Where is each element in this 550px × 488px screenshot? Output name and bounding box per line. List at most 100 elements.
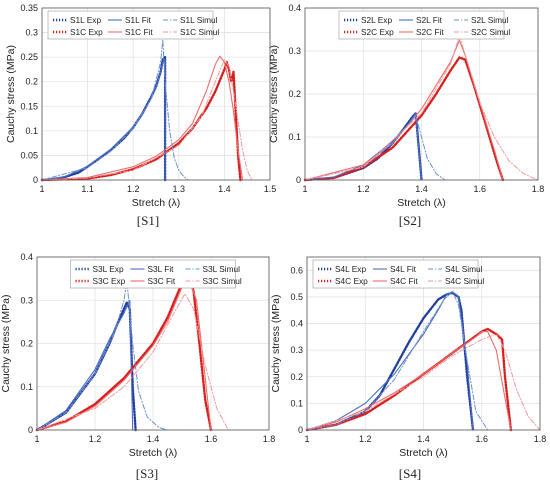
y-tick-label: 0.3 (288, 46, 301, 56)
x-tick-label: 1.4 (415, 184, 428, 194)
axes-frame (306, 256, 541, 431)
y-tick-label: 0.1 (290, 398, 303, 408)
x-axis-label: Stretch (λ) (132, 197, 180, 209)
legend-label: S4C Fit (390, 276, 418, 286)
y-tick-label: 0.5 (290, 292, 303, 302)
x-axis-label: Stretch (λ) (397, 197, 445, 209)
series-line-s2c-exp (303, 56, 505, 182)
series-line-s4l-simul (306, 291, 489, 431)
legend: S4L Exp S4L Fit S4L Simul S4C Exp S4C Fit S4C… (312, 259, 484, 289)
legend-label: S3C Exp (93, 276, 126, 286)
axes-frame (304, 7, 539, 181)
x-tick-label: 1 (34, 434, 39, 444)
legend-label: S4C Simul (445, 276, 484, 286)
y-tick-label: 0 (28, 425, 33, 435)
y-tick-label: 0.3 (290, 345, 303, 355)
y-tick-label: 0.3 (25, 28, 38, 38)
x-tick-label: 1 (302, 184, 307, 194)
y-tick-label: 0.25 (20, 52, 38, 62)
series-line-s1c-exp (40, 60, 242, 182)
legend-label: S1C Simul (180, 27, 219, 37)
legend-label: S3L Fit (148, 264, 175, 274)
y-tick-label: 0.4 (20, 252, 33, 262)
panel-caption: [S3] (136, 466, 158, 481)
legend-label: S2C Exp (361, 27, 394, 37)
x-tick-label: 1.4 (147, 434, 160, 444)
y-axis-label: Cauchy stress (MPa) (5, 45, 17, 143)
legend-label: S2L Exp (361, 15, 392, 25)
y-tick-label: 0.2 (290, 372, 303, 382)
y-tick-label: 0.05 (20, 150, 38, 160)
panel-s3: 1 1.2 1.4 1.6 1.8 0 0.1 0.2 0.3 0.4 Stretch (λ) Cau… (0, 252, 275, 481)
legend-box (47, 10, 214, 40)
legend-label: S4L Simul (445, 264, 483, 274)
legend-label: S2L Simul (471, 15, 509, 25)
legend-label: S1C Fit (125, 27, 153, 37)
x-tick-label: 1.2 (127, 184, 140, 194)
y-tick-label: 0.3 (20, 295, 33, 305)
panel-caption: [S1] (137, 213, 159, 228)
legend-label: S1L Simul (180, 15, 218, 25)
y-tick-label: 0.4 (288, 3, 301, 13)
y-axis-label: Cauchy stress (MPa) (268, 45, 280, 143)
legend-label: S4L Fit (390, 264, 417, 274)
y-tick-label: 0.15 (20, 101, 38, 111)
legend-label: S4L Exp (335, 264, 366, 274)
x-tick-label: 1.8 (532, 184, 545, 194)
legend-label: S1L Exp (70, 15, 101, 25)
y-tick-label: 0.2 (20, 339, 33, 349)
legend-label: S3C Simul (203, 276, 242, 286)
y-axis-label: Cauchy stress (MPa) (270, 294, 282, 392)
panel-caption: [S2] (399, 213, 421, 228)
x-axis-label: Stretch (λ) (399, 447, 447, 459)
x-tick-label: 1 (304, 434, 309, 444)
series-line-s4l-fit (306, 291, 474, 431)
series-line-s2l-fit (304, 112, 423, 181)
y-tick-label: 0.1 (288, 132, 301, 142)
panel-s1: 1 1.1 1.2 1.3 1.4 1.5 0 0.05 0.1 0.15 0.2 0.25 0.3 0.… (5, 3, 276, 228)
x-tick-label: 1.8 (534, 434, 547, 444)
legend: S1L Exp S1L Fit S1L Simul S1C Exp S1C Fit S1C… (47, 10, 219, 40)
legend-label: S2C Simul (471, 27, 510, 37)
series-line-s3c-exp (35, 268, 213, 432)
legend-label: S4C Exp (335, 276, 368, 286)
legend-label: S3L Simul (203, 264, 241, 274)
panel-s2: 1 1.2 1.4 1.6 1.8 0 0.1 0.2 0.3 0.4 Stretch (λ) Cau… (268, 3, 544, 228)
y-tick-label: 0 (298, 425, 303, 435)
legend-box (338, 10, 505, 40)
x-tick-label: 1.4 (218, 184, 231, 194)
x-tick-label: 1.2 (359, 434, 372, 444)
legend: S2L Exp S2L Fit S2L Simul S2C Exp S2C Fit S2C… (338, 10, 510, 40)
series-line-s1l-simul (41, 39, 189, 181)
series-line-s3c-simul (36, 293, 229, 431)
legend-box (70, 259, 236, 289)
x-tick-label: 1.6 (475, 434, 488, 444)
x-tick-label: 1 (39, 184, 44, 194)
x-tick-label: 1.1 (81, 184, 94, 194)
series-line-s2c-simul (304, 35, 539, 181)
y-tick-label: 0.2 (25, 77, 38, 87)
legend-label: S3L Exp (93, 264, 124, 274)
x-tick-label: 1.6 (473, 184, 486, 194)
legend: S3L Exp S3L Fit S3L Simul S3C Exp S3C Fit S3C… (70, 259, 242, 289)
y-tick-label: 0.1 (20, 382, 33, 392)
legend-label: S3C Fit (148, 276, 176, 286)
legend-label: S2C Fit (416, 27, 444, 37)
panel-caption: [S4] (399, 466, 421, 481)
series-line-s2l-simul (304, 115, 446, 181)
y-tick-label: 0 (33, 175, 38, 185)
legend-label: S1L Fit (125, 15, 152, 25)
legend-label: S2L Fit (416, 15, 443, 25)
x-tick-label: 1.3 (173, 184, 186, 194)
x-tick-label: 1.2 (89, 434, 102, 444)
legend-label: S1C Exp (70, 27, 103, 37)
axes-frame (36, 256, 270, 431)
x-tick-label: 1.5 (264, 184, 277, 194)
y-axis-label: Cauchy stress (MPa) (0, 294, 12, 392)
x-tick-label: 1.6 (205, 434, 218, 444)
y-tick-label: 0.6 (290, 265, 303, 275)
y-tick-label: 0 (296, 175, 301, 185)
legend-box (312, 259, 479, 289)
series-line-s4c-simul (306, 333, 541, 431)
